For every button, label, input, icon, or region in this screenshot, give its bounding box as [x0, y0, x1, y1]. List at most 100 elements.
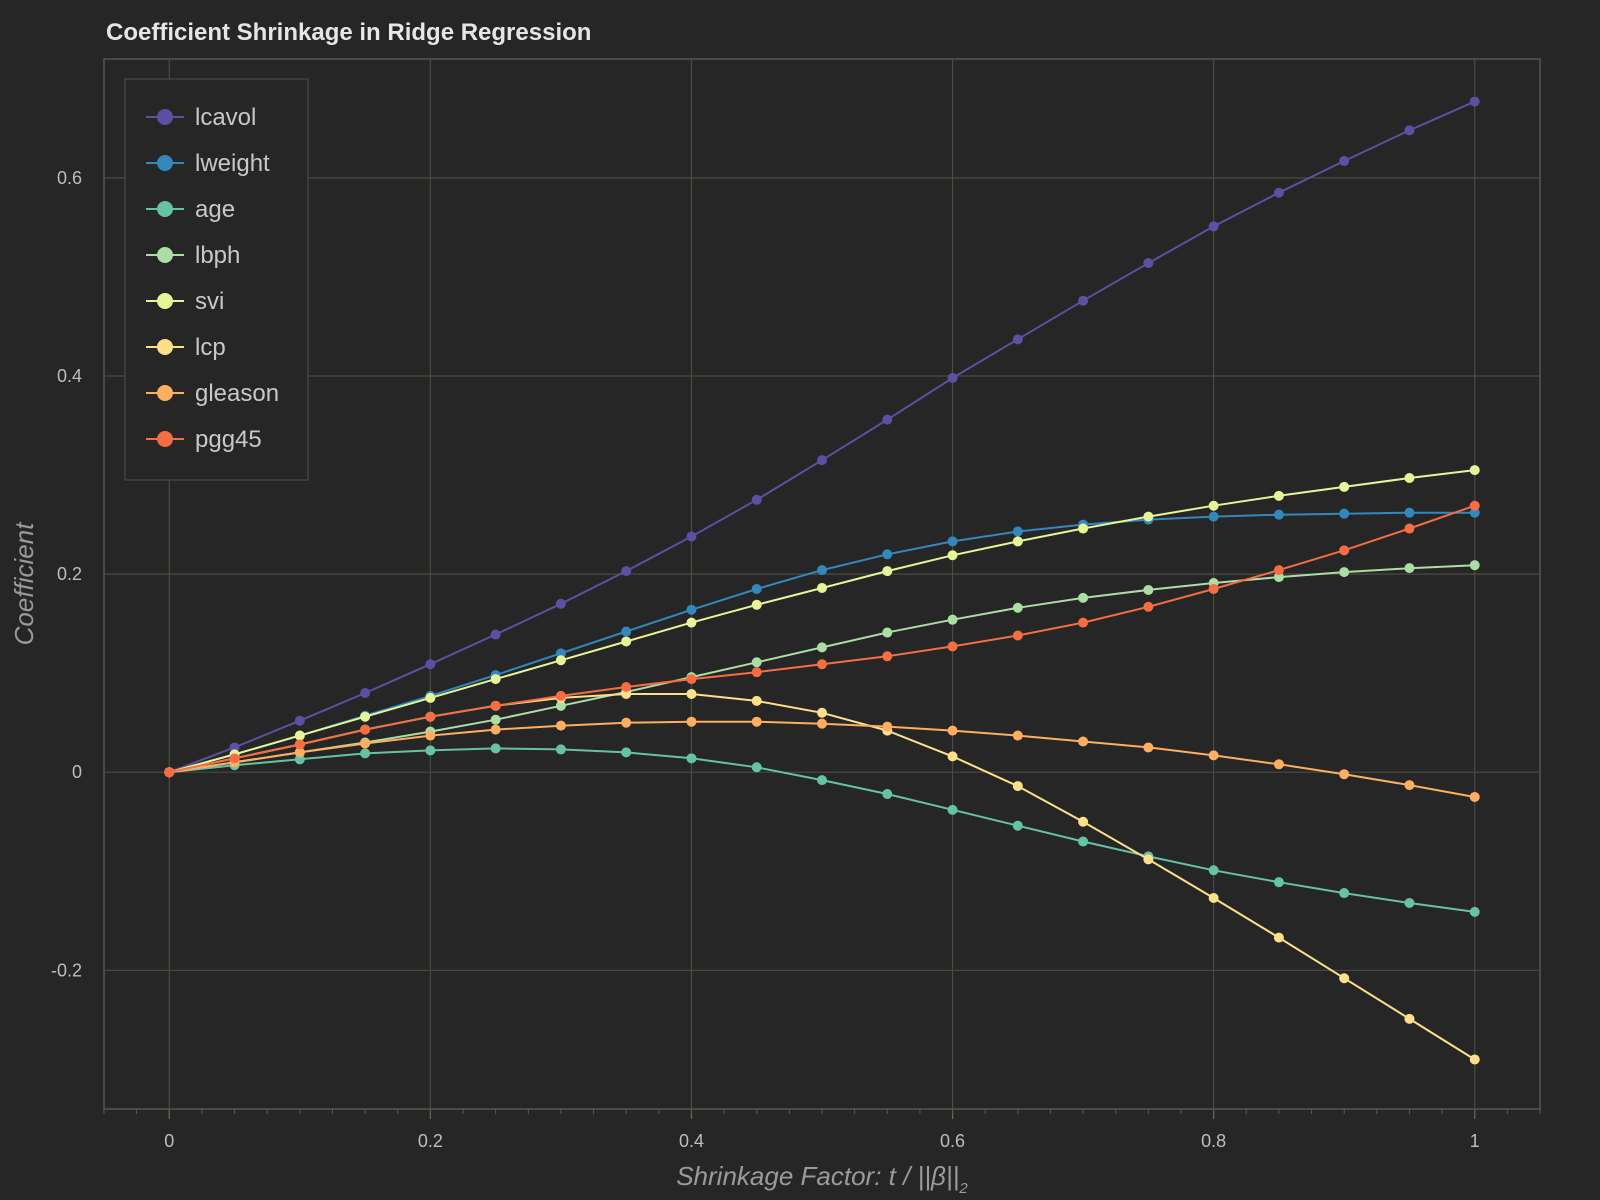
legend-label: age	[195, 196, 235, 223]
data-point-gleason	[360, 738, 371, 749]
data-point-gleason	[490, 724, 501, 735]
y-tick-label: 0.6	[57, 168, 82, 188]
series-line-lcavol	[168, 100, 1476, 774]
legend-label: pgg45	[195, 426, 262, 453]
series-line-age	[169, 747, 1475, 913]
data-point-pgg45	[425, 711, 436, 722]
series-lcavol	[164, 96, 1480, 778]
data-point-lweight	[1208, 511, 1219, 522]
legend-box	[124, 78, 309, 481]
legend-item-svi: svi	[146, 288, 224, 315]
legend: lcavol lweight age lbph svi lcp gleason pgg45	[124, 78, 309, 481]
data-point-lcp	[947, 751, 958, 762]
y-tick-label: 0	[72, 762, 82, 782]
legend-swatch-marker	[157, 109, 173, 125]
legend-label: lbph	[195, 242, 240, 269]
legend-item-lcavol: lcavol	[146, 104, 256, 131]
data-point-lweight	[1273, 509, 1284, 520]
data-point-age	[555, 744, 566, 755]
data-point-lcavol	[555, 598, 566, 609]
data-point-lcavol	[751, 494, 762, 505]
data-point-age	[947, 804, 958, 815]
data-point-lcavol	[1339, 156, 1350, 167]
data-point-lcp	[1078, 816, 1089, 827]
data-point-gleason	[686, 716, 697, 727]
data-point-pgg45	[882, 651, 893, 662]
data-point-age	[1404, 897, 1415, 908]
data-point-age	[294, 754, 305, 765]
data-point-pgg45	[1404, 523, 1415, 534]
data-point-lcavol	[1143, 258, 1154, 269]
legend-item-age: age	[146, 196, 235, 223]
legend-swatch-marker	[157, 293, 173, 309]
data-point-lweight	[686, 604, 697, 615]
data-point-age	[621, 747, 632, 758]
y-axis-label: Coefficient	[9, 521, 39, 646]
data-point-svi	[1469, 465, 1480, 476]
grid	[104, 59, 1540, 1119]
data-point-lcavol	[1469, 96, 1480, 107]
data-point-pgg45	[1339, 545, 1350, 556]
legend-swatch-marker	[157, 201, 173, 217]
data-point-lweight	[1404, 507, 1415, 518]
data-point-lweight	[882, 549, 893, 560]
data-point-age	[490, 743, 501, 754]
data-point-lcp	[1339, 973, 1350, 984]
x-tick-label: 0.2	[418, 1131, 443, 1151]
data-point-lbph	[1339, 567, 1350, 578]
data-point-lcavol	[229, 742, 240, 753]
data-point-svi	[1404, 473, 1415, 484]
x-tick-label: 0.8	[1201, 1131, 1226, 1151]
data-point-pgg45	[947, 641, 958, 652]
data-point-lcavol	[947, 372, 958, 383]
legend-swatch-marker	[157, 431, 173, 447]
data-point-svi	[490, 674, 501, 685]
data-point-svi	[555, 655, 566, 666]
legend-swatch-marker	[157, 385, 173, 401]
legend-label: lcp	[195, 334, 226, 361]
series-age	[164, 743, 1480, 917]
data-point-lweight	[621, 626, 632, 637]
data-point-lcavol	[817, 455, 827, 466]
data-point-lcp	[1273, 932, 1284, 943]
data-point-lcavol	[425, 659, 436, 670]
data-point-svi	[1208, 500, 1219, 511]
y-tick-label: -0.2	[51, 960, 82, 980]
data-point-lweight	[947, 536, 958, 547]
data-point-lcp	[817, 707, 827, 718]
data-point-svi	[947, 550, 958, 561]
data-point-svi	[425, 692, 436, 703]
data-point-pgg45	[490, 700, 501, 711]
legend-item-lweight: lweight	[146, 150, 270, 177]
data-point-lcp	[1143, 854, 1154, 865]
data-point-lcavol	[1208, 221, 1219, 232]
data-point-pgg45	[1273, 565, 1284, 576]
data-point-lcavol	[360, 687, 371, 698]
data-point-gleason	[555, 720, 566, 731]
data-point-lcavol	[1078, 295, 1089, 306]
data-point-lweight	[1012, 526, 1023, 537]
data-point-age	[1012, 820, 1023, 831]
data-point-lweight	[555, 648, 566, 659]
data-point-pgg45	[817, 659, 827, 670]
data-point-age	[1273, 877, 1284, 888]
data-point-age	[1469, 906, 1480, 917]
data-point-svi	[1273, 490, 1284, 501]
series-gleason	[164, 716, 1480, 802]
data-point-pgg45	[164, 767, 175, 778]
data-point-lbph	[1078, 592, 1089, 603]
data-point-lcp	[751, 695, 762, 706]
data-point-gleason	[1273, 759, 1284, 770]
data-point-gleason	[1339, 769, 1350, 780]
data-point-lweight	[1339, 508, 1350, 519]
data-point-lbph	[1273, 572, 1284, 583]
data-point-gleason	[1208, 750, 1219, 761]
data-point-lbph	[817, 642, 827, 653]
legend-item-lbph: lbph	[146, 242, 240, 269]
data-point-lbph	[1404, 563, 1415, 574]
data-point-lcp	[1208, 893, 1219, 904]
data-point-svi	[751, 599, 762, 610]
data-point-age	[1208, 865, 1219, 876]
data-point-svi	[360, 711, 371, 722]
